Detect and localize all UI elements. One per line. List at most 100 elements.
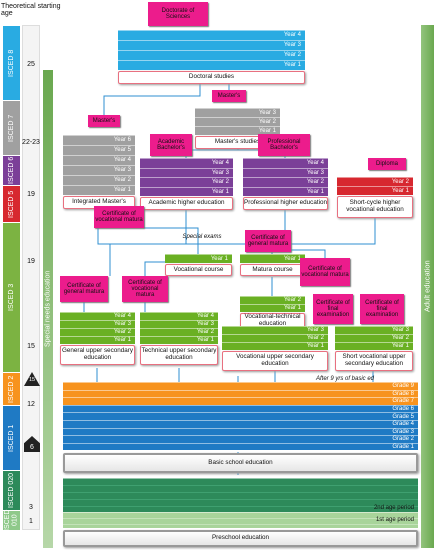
year-row: Year 2 [63, 175, 135, 185]
award: Certificate of general matura [60, 276, 108, 302]
year-row: Year 1 [165, 254, 232, 263]
year-row: Year 1 [60, 336, 135, 344]
grade-row: Grade 7 [63, 397, 418, 405]
year-row: Year 1 [240, 304, 305, 312]
icon-house [24, 436, 40, 452]
programme-name: Academic higher education [140, 197, 233, 210]
programme-name: Basic school education [63, 453, 418, 473]
award: Professional Bachelor's [258, 134, 310, 156]
arrow [285, 218, 376, 245]
isced-level: ISCED 020 [3, 470, 20, 510]
year-row: Year 5 [63, 145, 135, 155]
year-row: Year 1 [140, 186, 233, 196]
note: After 9 yrs of basic ed [315, 375, 375, 382]
isced-level: ISCED 6 [3, 155, 20, 185]
isced-level: ISCED 8 [3, 25, 20, 100]
age-column [22, 25, 40, 530]
year-row: Year 1 [335, 342, 413, 350]
year-row: Year 2 [140, 177, 233, 187]
programme-name: Doctoral studies [118, 71, 305, 84]
age-label: 12 [27, 401, 35, 409]
award: Diploma [368, 158, 406, 170]
year-row: Year 3 [63, 165, 135, 175]
year-row: Year 3 [60, 320, 135, 328]
year-row: Year 3 [140, 320, 218, 328]
year-row: Year 4 [140, 312, 218, 320]
award: Certificate of final examination [313, 294, 353, 324]
age-label: 22-23 [22, 139, 40, 147]
arrow [144, 261, 165, 276]
age-label: 19 [27, 258, 35, 266]
year-row: Year 2 [243, 177, 328, 187]
programme-name: General upper secondary education [60, 345, 135, 365]
year-row: Year 2 [195, 117, 280, 126]
programme-name: Technical upper secondary education [140, 345, 218, 365]
age-label: 25 [27, 61, 35, 69]
year-row: Year 2 [60, 328, 135, 336]
year-row: Year 4 [140, 158, 233, 168]
year-row: Year 1 [140, 336, 218, 344]
year-row: Year 3 [118, 40, 305, 50]
arrow [185, 148, 239, 158]
grade-row: Grade 6 [63, 404, 418, 413]
year-row: Year 1 [240, 254, 305, 263]
isced-level: ISCED 3 [3, 222, 20, 372]
year-row: Year 3 [195, 108, 280, 117]
year-row: Year 1 [337, 186, 413, 195]
grade-row: Grade 1 [63, 442, 418, 451]
award: Certificate of vocational matura [300, 258, 350, 286]
arrow [143, 217, 199, 254]
programme-name: Vocational course [165, 264, 232, 276]
special-needs-bar: Special needs education [43, 70, 53, 548]
axis-title: Theoretical starting age [1, 2, 61, 17]
award: Master's [212, 90, 246, 102]
isced-level: ISCED 1 [3, 405, 20, 470]
year-row: Year 1 [118, 60, 305, 70]
isced-level: ISCED 2 [3, 372, 20, 405]
period-band: 1st age period [63, 512, 418, 528]
age-label: 3 [29, 504, 33, 512]
period-band: 2nd age period [63, 478, 418, 512]
award: Certificate of general matura [245, 230, 291, 252]
year-row: Year 4 [118, 30, 305, 40]
age-label: 15 [27, 343, 35, 351]
icon-label: 6 [30, 443, 34, 451]
award: Doctorate of Sciences [148, 2, 208, 26]
year-row: Year 2 [337, 177, 413, 186]
year-row: Year 3 [335, 326, 413, 334]
grade-row: Grade 8 [63, 389, 418, 398]
isced-level: ISCED 5 [3, 185, 20, 222]
year-row: Year 4 [243, 158, 328, 168]
programme-name: Vocational upper secondary education [222, 351, 328, 371]
note: Special exams [182, 233, 222, 240]
grade-row: Grade 4 [63, 420, 418, 428]
programme-name: Matura course [240, 264, 305, 276]
programme-name: Professional higher education [243, 197, 328, 210]
grade-row: Grade 3 [63, 427, 418, 436]
year-row: Year 4 [60, 312, 135, 320]
year-row: Year 2 [140, 328, 218, 336]
year-row: Year 3 [222, 326, 328, 334]
year-row: Year 3 [140, 167, 233, 177]
year-row: Year 2 [222, 334, 328, 342]
age-label: 1 [29, 518, 33, 526]
year-row: Year 6 [63, 135, 135, 145]
grade-row: Grade 5 [63, 412, 418, 420]
age-label: 19 [27, 191, 35, 199]
arrow [103, 83, 201, 115]
award: Certificate of vocational matura [122, 276, 168, 302]
year-row: Year 1 [63, 185, 135, 195]
isced-level: ISCED 010 [3, 509, 20, 532]
award: Certificate of vocational matura [94, 206, 144, 228]
award: Academic Bachelor's [150, 134, 192, 156]
programme-name: Preschool education [63, 530, 418, 547]
programme-name: Short vocational upper secondary educati… [335, 351, 413, 371]
year-row: Year 4 [63, 155, 135, 165]
grade-row: Grade 2 [63, 435, 418, 443]
year-row: Year 2 [118, 50, 305, 60]
grade-row: Grade 9 [63, 382, 418, 390]
award: Certificate of final examination [360, 294, 404, 324]
